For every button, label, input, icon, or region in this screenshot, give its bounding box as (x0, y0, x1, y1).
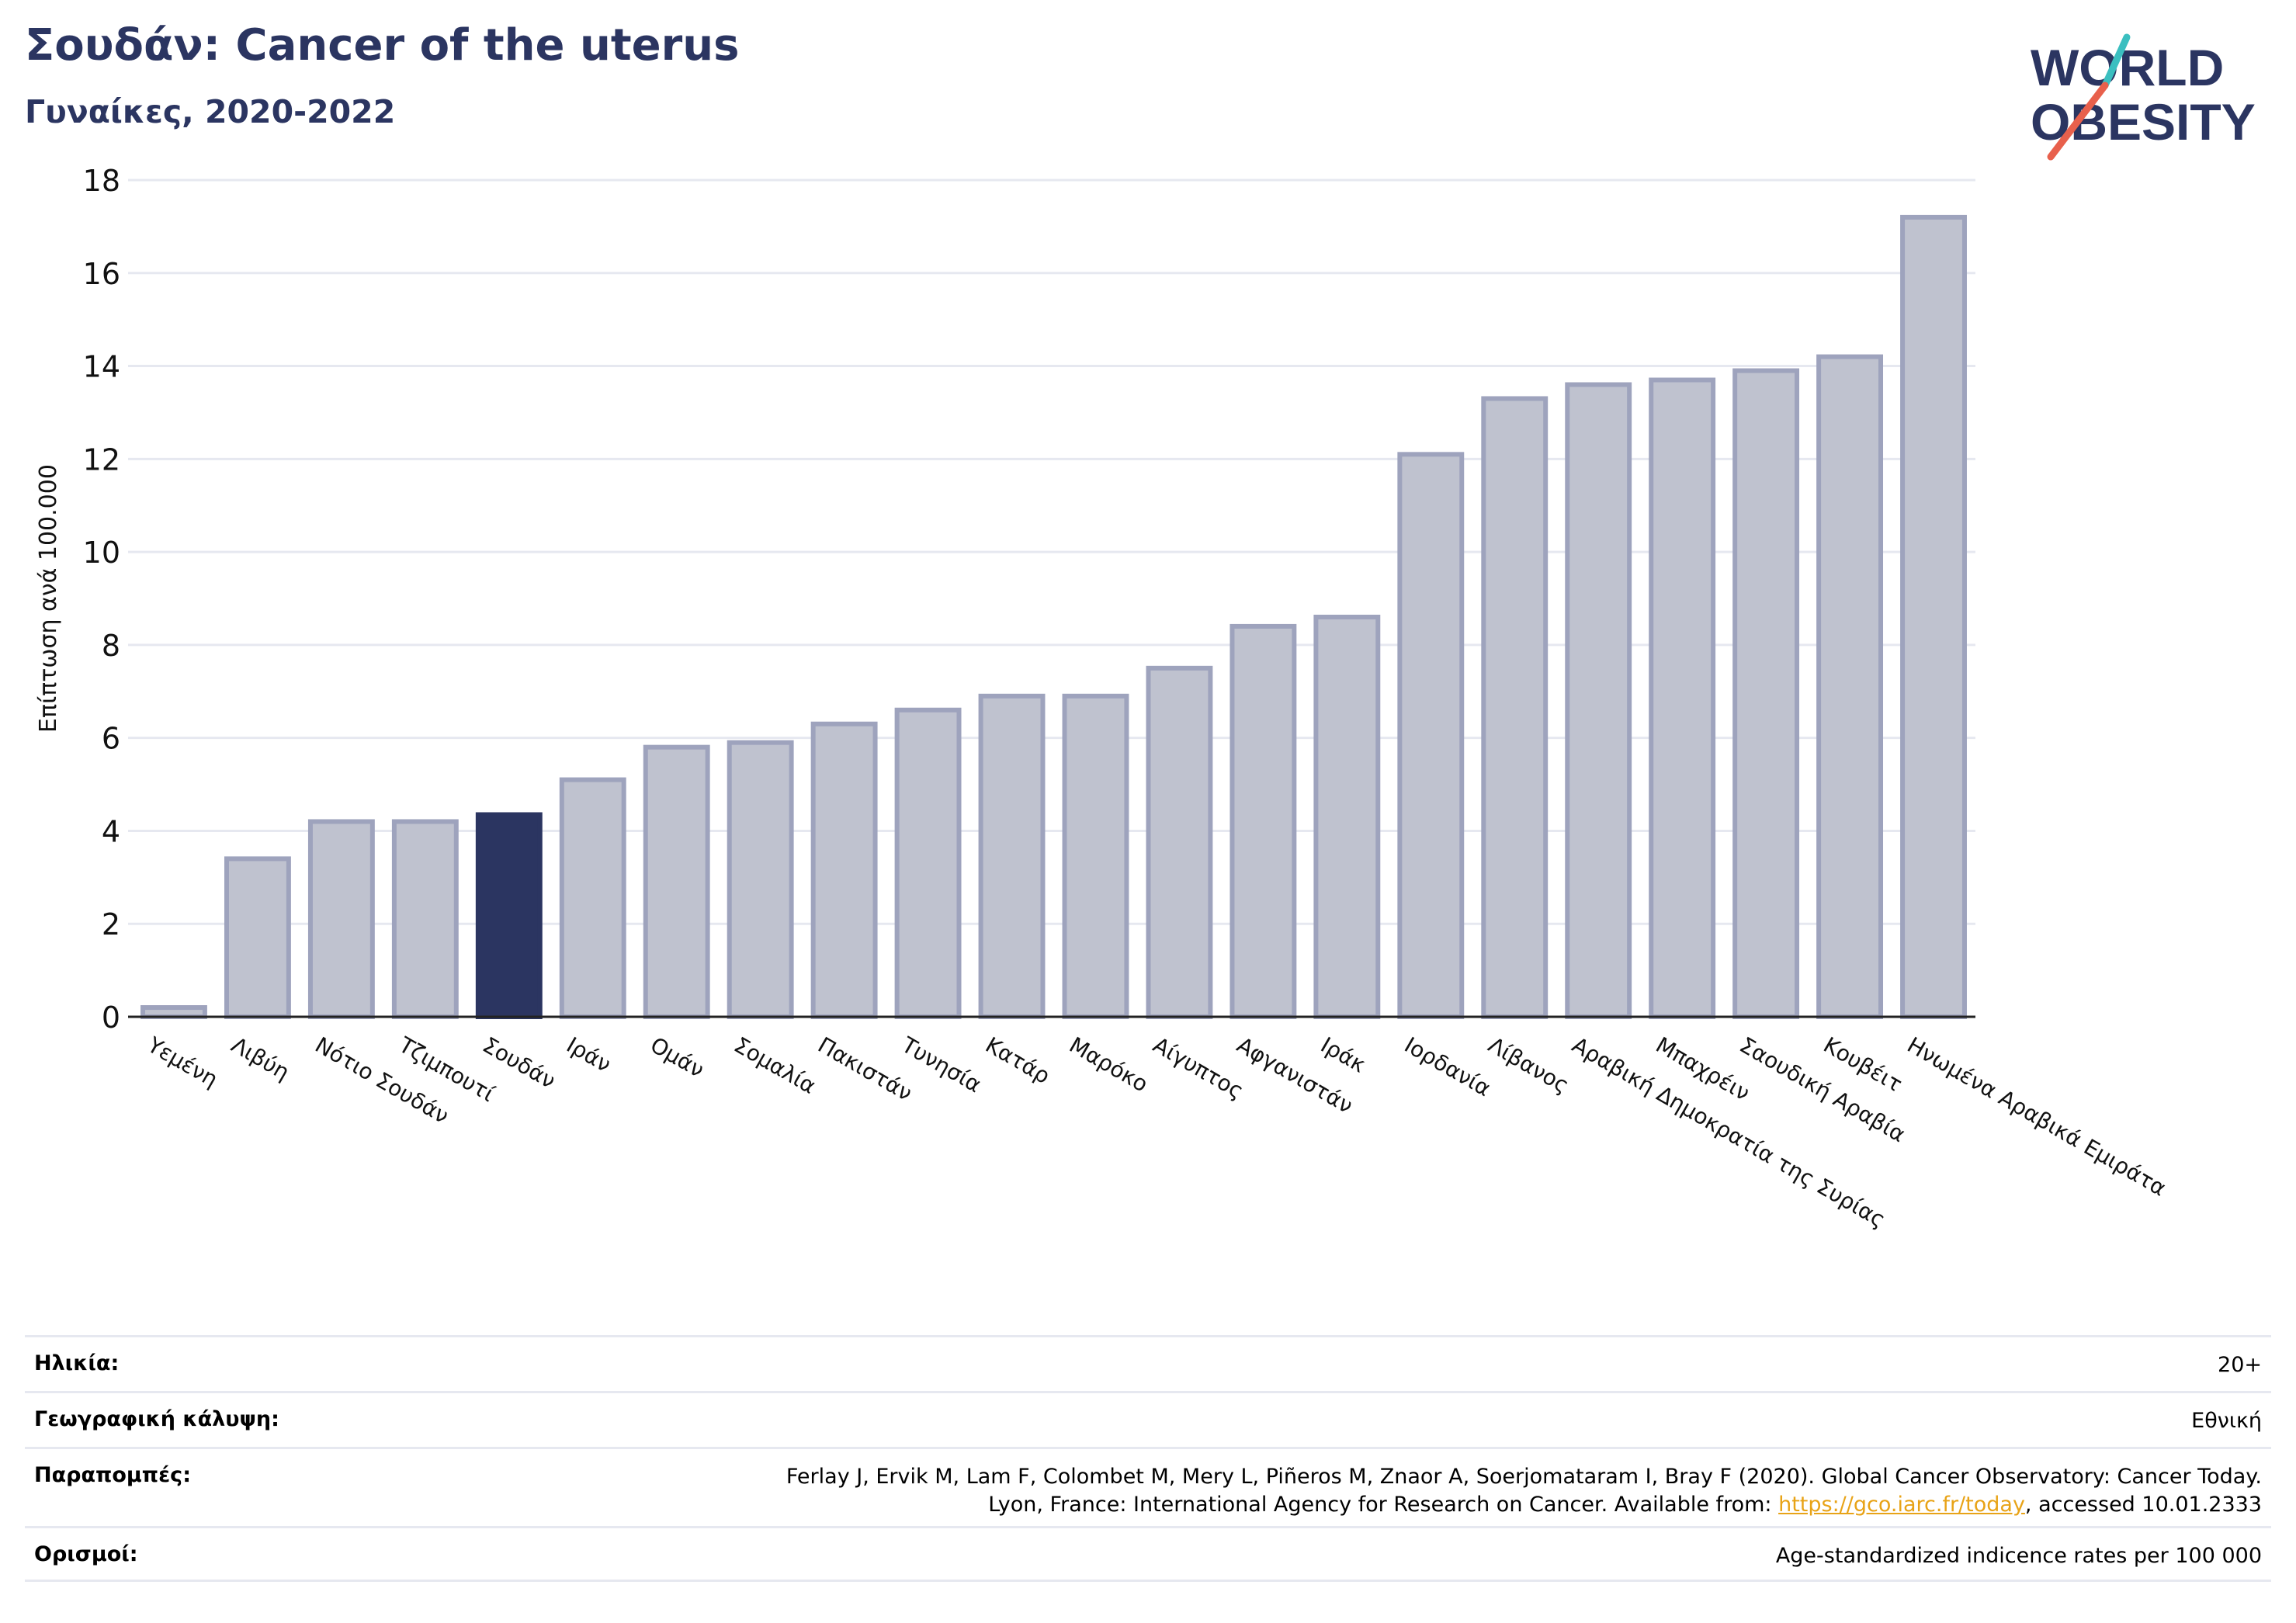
bar (1397, 452, 1465, 1019)
bar (224, 856, 291, 1020)
x-tick-label: Αίγυπτος (1149, 1032, 1248, 1104)
coverage-label: Γεωγραφική κάλυψη: (34, 1407, 279, 1431)
chart-title: Σουδάν: Cancer of the uterus (25, 20, 740, 71)
x-tick-label: Ιορδανία (1400, 1032, 1495, 1101)
bar (1481, 396, 1549, 1019)
chart-subtitle: Γυναίκες, 2020-2022 (25, 93, 396, 130)
y-tick-label: 10 (83, 536, 120, 570)
definitions-label: Ορισμοί: (34, 1542, 138, 1566)
bar (1062, 693, 1129, 1019)
references-value: Ferlay J, Ervik M, Lam F, Colombet M, Me… (786, 1463, 2262, 1519)
bar (810, 721, 878, 1019)
y-tick-label: 16 (83, 257, 120, 291)
world-obesity-logo: WORLD OBESITY (2031, 33, 2256, 161)
x-tick-label: Πακιστάν (813, 1032, 917, 1106)
x-tick-label: Λιβύη (227, 1032, 293, 1085)
bar (140, 1005, 207, 1019)
references-label: Παραπομπές: (34, 1463, 191, 1487)
age-label: Ηλικία: (34, 1351, 120, 1375)
x-tick-label: Ηνωμένα Αραβικά Εμιράτα (1903, 1032, 2171, 1201)
age-value: 20+ (2218, 1353, 2262, 1377)
references-link[interactable]: https://gco.iarc.fr/today (1778, 1493, 2025, 1517)
x-tick-label: Ομάν (646, 1032, 709, 1083)
meta-row-coverage: Γεωγραφική κάλυψη: Εθνική (25, 1391, 2271, 1447)
x-tick-label: Υεμένη (143, 1032, 223, 1092)
y-tick-label: 14 (83, 350, 120, 384)
x-tick-label: Ιράν (562, 1032, 616, 1077)
bar (1565, 382, 1632, 1019)
y-axis-label: Επίπτωση ανά 100.000 (35, 464, 62, 733)
x-tick-label: Λίβανος (1484, 1032, 1573, 1098)
bar (643, 744, 710, 1020)
x-tick-label: Κατάρ (981, 1032, 1054, 1089)
bar (978, 693, 1046, 1019)
bar (727, 740, 794, 1020)
logo-line2: OBESITY (2031, 93, 2256, 151)
bar (1230, 623, 1297, 1020)
meta-row-references: Παραπομπές: Ferlay J, Ervik M, Lam F, Co… (25, 1447, 2271, 1526)
references-line2-pre: Lyon, France: International Agency for R… (988, 1493, 1779, 1517)
x-tick-label: Ιράκ (1316, 1032, 1370, 1077)
y-tick-label: 0 (102, 1001, 120, 1035)
bar (1816, 354, 1884, 1020)
y-tick-label: 12 (83, 442, 120, 477)
bar (559, 777, 626, 1019)
bar (894, 707, 962, 1019)
metadata-table: Ηλικία: 20+ Γεωγραφική κάλυψη: Εθνική Πα… (25, 1335, 2271, 1582)
y-tick-label: 2 (102, 907, 120, 942)
x-tick-label: Μαρόκο (1065, 1032, 1153, 1097)
x-tick-label: Σομαλία (730, 1032, 820, 1098)
bar (475, 812, 543, 1019)
y-tick-label: 6 (102, 722, 120, 756)
bar (1900, 214, 1967, 1019)
bar (1146, 665, 1213, 1019)
y-tick-label: 8 (102, 629, 120, 663)
bar (1649, 377, 1716, 1019)
definitions-value: Age-standardized indicence rates per 100… (1775, 1544, 2262, 1568)
logo-slash-red (2047, 81, 2109, 161)
meta-row-age: Ηλικία: 20+ (25, 1335, 2271, 1391)
references-line2-post: , accessed 10.01.2333 (2024, 1493, 2262, 1517)
logo-line1: WORLD (2031, 39, 2224, 96)
meta-row-definitions: Ορισμοί: Age-standardized indicence rate… (25, 1526, 2271, 1582)
y-tick-label: 4 (102, 814, 120, 848)
bar (1313, 614, 1381, 1019)
bar (391, 819, 459, 1020)
bar (307, 819, 375, 1020)
logo-slash-teal (2101, 33, 2131, 89)
bar-chart: 0 2 4 6 8 10 12 14 16 18 Επίπτωση ανά 100.000 Υεμέν… (35, 164, 2171, 1233)
coverage-value: Εθνική (2191, 1409, 2262, 1433)
bar (1732, 368, 1800, 1019)
references-line1: Ferlay J, Ervik M, Lam F, Colombet M, Me… (786, 1465, 2262, 1489)
y-tick-label: 18 (83, 164, 120, 198)
